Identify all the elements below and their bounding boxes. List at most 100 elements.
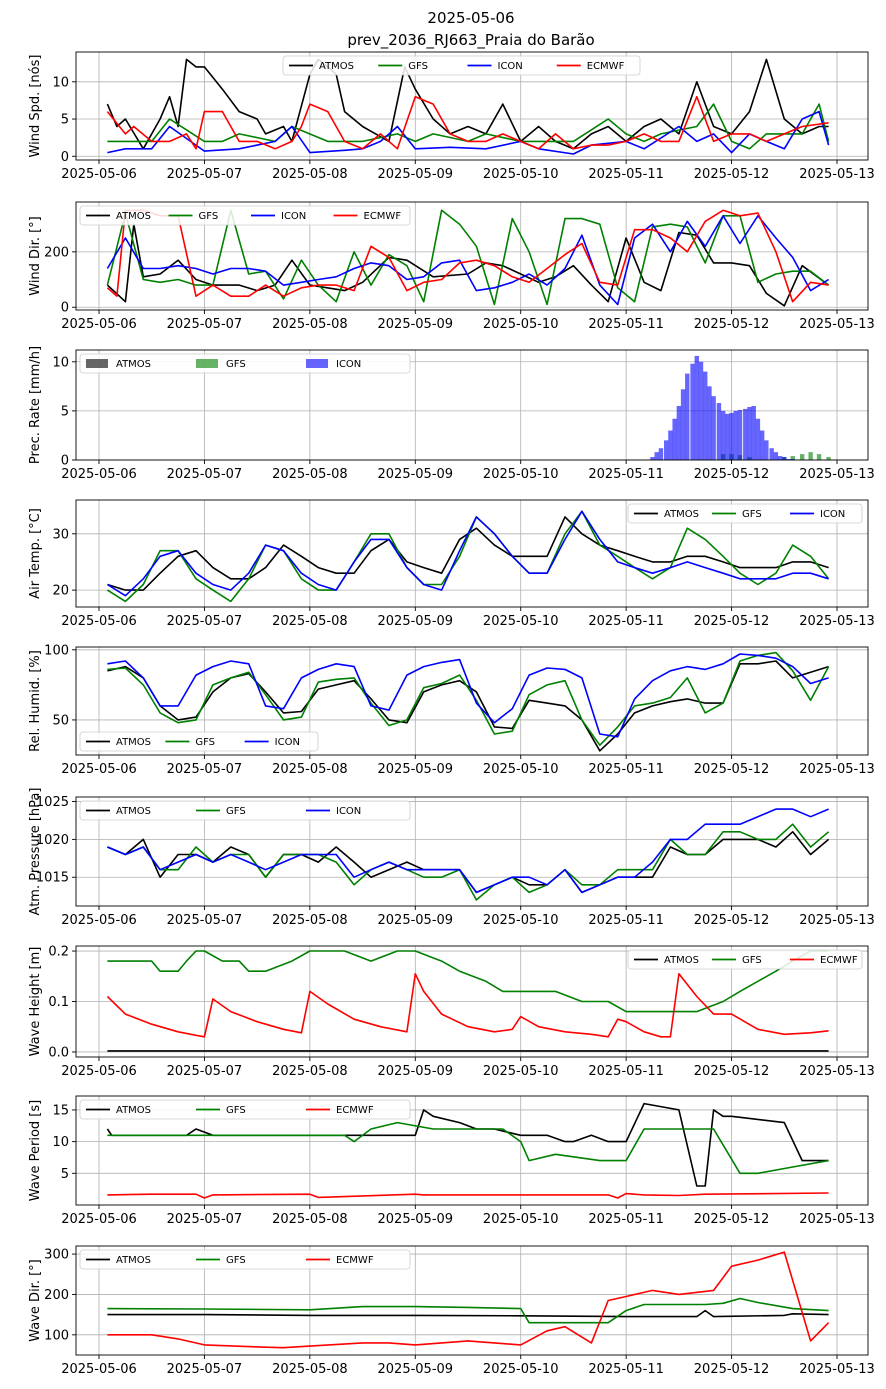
- x-tick-label: 2025-05-08: [272, 1212, 348, 1227]
- bar-icon: [747, 406, 752, 460]
- x-tick-label: 2025-05-11: [588, 762, 664, 777]
- x-tick-label: 2025-05-11: [588, 1362, 664, 1377]
- figure-title-date: 2025-05-06: [427, 9, 514, 27]
- x-tick-label: 2025-05-06: [61, 762, 137, 777]
- y-tick-label: 1020: [36, 833, 69, 848]
- plot-area: [650, 355, 831, 460]
- legend-label-gfs: GFS: [226, 359, 246, 370]
- y-tick-label: 5: [61, 404, 69, 419]
- x-tick-label: 2025-05-06: [61, 167, 137, 182]
- legend-label-icon: ICON: [275, 737, 300, 748]
- x-tick-label: 2025-05-10: [483, 614, 559, 629]
- legend-label-icon: ICON: [820, 509, 845, 520]
- series-line-atmos: [107, 1309, 829, 1318]
- y-tick-label: 0.1: [48, 995, 69, 1010]
- x-tick-label: 2025-05-09: [378, 467, 454, 482]
- x-tick-label: 2025-05-13: [799, 1362, 875, 1377]
- legend-box: [79, 205, 411, 226]
- y-tick-label: 50: [52, 713, 69, 728]
- legend-label-ecmwf: ECMWF: [336, 1255, 374, 1266]
- bar-icon: [790, 459, 795, 460]
- x-tick-label: 2025-05-07: [167, 913, 243, 928]
- y-axis-label: Wind Dir. [°]: [28, 216, 43, 296]
- legend-box: [282, 55, 641, 76]
- legend-label-atmos: ATMOS: [116, 211, 151, 222]
- plot-area: [106, 58, 830, 155]
- bar-icon: [658, 448, 664, 460]
- legend-box: [79, 353, 411, 374]
- series-line-ecmwf: [106, 972, 829, 1038]
- panel-4: 2025-05-06 2025-05-07 2025-05-08 2025-05-09…: [28, 499, 875, 629]
- x-tick-label: 2025-05-13: [799, 167, 875, 182]
- bar-icon: [733, 410, 738, 460]
- bar-icon: [698, 361, 704, 460]
- y-axis-label: Wave Period [s]: [28, 1100, 43, 1201]
- y-axis-label: Wind Spd. [nós]: [28, 55, 43, 158]
- series-line-gfs: [107, 651, 830, 747]
- legend-label-gfs: GFS: [226, 1255, 246, 1266]
- legend-box: [627, 949, 863, 970]
- legend-label-gfs: GFS: [226, 1105, 246, 1116]
- bar-icon: [729, 412, 734, 460]
- legend-label-ecmwf: ECMWF: [336, 1105, 374, 1116]
- legend-label-icon: ICON: [498, 61, 523, 72]
- x-tick-label: 2025-05-09: [378, 614, 454, 629]
- bar-icon: [690, 363, 695, 460]
- x-tick-label: 2025-05-12: [694, 614, 770, 629]
- plot-area: [106, 510, 830, 603]
- y-tick-label: 0.0: [48, 1045, 69, 1060]
- x-tick-label: 2025-05-12: [694, 1362, 770, 1377]
- y-axis-label: Wave Height [m]: [28, 947, 43, 1057]
- bar-icon: [664, 440, 669, 460]
- x-tick-label: 2025-05-06: [61, 317, 137, 332]
- x-tick-label: 2025-05-13: [799, 467, 875, 482]
- plot-frame: [75, 499, 869, 608]
- x-tick-label: 2025-05-10: [483, 762, 559, 777]
- panel-5: 2025-05-06 2025-05-07 2025-05-08 2025-05-09…: [28, 643, 875, 777]
- panel-2: 2025-05-06 2025-05-07 2025-05-08 2025-05-09…: [28, 201, 875, 332]
- plot-frame: [75, 349, 869, 461]
- legend-label-atmos: ATMOS: [116, 1105, 151, 1116]
- plot-area: [107, 808, 830, 901]
- y-tick-label: 20: [52, 584, 69, 599]
- legend-label-atmos: ATMOS: [116, 359, 151, 370]
- panel-9: 2025-05-06 2025-05-07 2025-05-08 2025-05-09…: [28, 1245, 875, 1377]
- x-tick-label: 2025-05-12: [694, 762, 770, 777]
- x-tick-label: 2025-05-07: [167, 167, 243, 182]
- x-tick-label: 2025-05-06: [61, 614, 137, 629]
- bar-icon: [654, 452, 659, 460]
- y-tick-label: 10: [52, 355, 69, 370]
- legend-box: [79, 800, 411, 821]
- bar-gfs: [816, 454, 822, 460]
- x-tick-label: 2025-05-13: [799, 762, 875, 777]
- x-tick-label: 2025-05-09: [378, 1064, 454, 1079]
- x-tick-label: 2025-05-10: [483, 317, 559, 332]
- legend-label-atmos: ATMOS: [664, 955, 699, 966]
- x-tick-label: 2025-05-07: [167, 1212, 243, 1227]
- x-tick-label: 2025-05-10: [483, 1362, 559, 1377]
- x-tick-label: 2025-05-10: [483, 1212, 559, 1227]
- y-tick-label: 0: [61, 454, 69, 469]
- series-line-ecmwf: [106, 209, 829, 303]
- bar-icon: [716, 403, 722, 460]
- x-tick-label: 2025-05-11: [588, 614, 664, 629]
- bar-icon: [720, 410, 726, 460]
- panel-6: 2025-05-06 2025-05-07 2025-05-08 2025-05-09…: [28, 788, 875, 928]
- legend-box: [79, 1099, 411, 1120]
- legend-box: [79, 731, 319, 752]
- bar-gfs: [800, 454, 805, 460]
- legend-label-gfs: GFS: [195, 737, 215, 748]
- legend-label-atmos: ATMOS: [116, 806, 151, 817]
- x-tick-label: 2025-05-07: [167, 1362, 243, 1377]
- x-tick-label: 2025-05-11: [588, 317, 664, 332]
- legend-swatch-atmos: [86, 359, 108, 368]
- panel-7: 2025-05-06 2025-05-07 2025-05-08 2025-05-09…: [28, 945, 875, 1079]
- y-tick-label: 200: [44, 1288, 69, 1303]
- x-tick-label: 2025-05-12: [694, 467, 770, 482]
- y-tick-label: 1025: [36, 795, 69, 810]
- bar-icon: [786, 459, 791, 460]
- y-tick-label: 15: [52, 1103, 69, 1118]
- panels-group: 2025-05-06 2025-05-07 2025-05-08 2025-05-09…: [28, 51, 875, 1377]
- x-tick-label: 2025-05-06: [61, 1362, 137, 1377]
- legend-swatch-gfs: [196, 359, 218, 368]
